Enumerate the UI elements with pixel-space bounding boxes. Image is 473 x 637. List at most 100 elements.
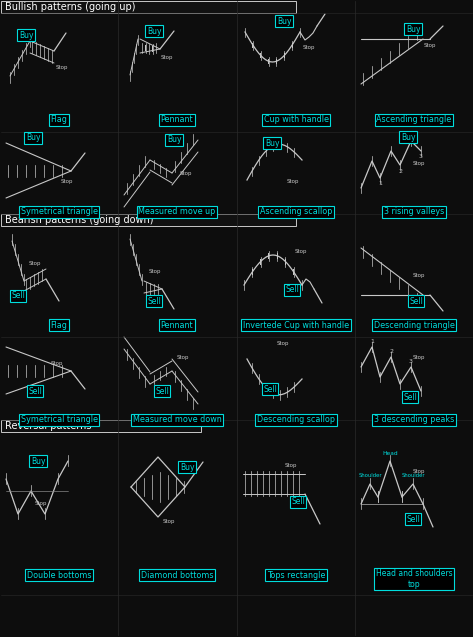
Text: Sell: Sell — [406, 515, 420, 524]
Bar — [287, 476, 288, 492]
Bar — [154, 285, 155, 292]
Text: Sell: Sell — [409, 296, 423, 306]
Bar — [411, 364, 412, 370]
Bar — [422, 500, 423, 507]
Bar — [259, 376, 260, 382]
Bar — [11, 236, 12, 243]
Bar — [277, 253, 278, 259]
Bar — [399, 280, 400, 287]
Bar — [417, 295, 418, 303]
Bar — [402, 493, 403, 500]
Text: Buy: Buy — [265, 138, 279, 148]
Bar — [298, 476, 299, 492]
Bar — [35, 43, 36, 53]
Bar — [251, 476, 252, 492]
Bar — [149, 285, 150, 293]
Text: Bearish patterns (going down): Bearish patterns (going down) — [5, 215, 154, 225]
Text: Symetrical triangle: Symetrical triangle — [20, 208, 97, 217]
Text: Stop: Stop — [413, 468, 426, 473]
Bar — [294, 384, 295, 390]
Bar — [181, 154, 182, 161]
Text: Stop: Stop — [295, 250, 307, 255]
Bar — [284, 54, 285, 59]
Text: Stop: Stop — [424, 43, 437, 48]
Text: Stop: Stop — [161, 55, 174, 59]
Bar — [156, 45, 157, 51]
Bar — [294, 150, 295, 155]
Bar — [151, 480, 152, 494]
Text: Buy: Buy — [31, 457, 45, 466]
Text: 1: 1 — [370, 339, 374, 344]
Bar — [24, 276, 25, 283]
Text: Cup with handle: Cup with handle — [263, 115, 329, 124]
Bar — [132, 176, 133, 183]
Bar — [44, 510, 45, 517]
Text: Shoulder: Shoulder — [358, 473, 382, 478]
Bar — [259, 158, 260, 163]
Text: Ascending scallop: Ascending scallop — [260, 208, 332, 217]
Bar — [377, 493, 378, 500]
Bar — [360, 500, 361, 507]
Bar — [141, 276, 142, 283]
Bar — [20, 266, 21, 273]
Bar — [391, 354, 392, 360]
Bar — [37, 274, 38, 282]
Text: Buy: Buy — [406, 24, 420, 34]
Bar — [265, 149, 266, 154]
Bar — [292, 476, 293, 492]
Text: Stop: Stop — [29, 261, 42, 266]
Text: Stop: Stop — [303, 45, 315, 50]
Text: Sell: Sell — [403, 392, 417, 401]
Text: Stop: Stop — [51, 361, 63, 366]
Bar — [260, 259, 261, 264]
Bar — [411, 138, 412, 144]
Bar — [287, 145, 288, 150]
Bar — [360, 364, 361, 370]
Bar — [181, 382, 182, 389]
Bar — [8, 366, 9, 375]
Text: Sell: Sell — [155, 387, 169, 396]
Bar — [287, 389, 288, 396]
Text: Tops rectangle: Tops rectangle — [267, 571, 325, 580]
Bar — [268, 59, 269, 64]
Bar — [362, 75, 363, 83]
Bar — [399, 45, 400, 53]
Bar — [29, 38, 30, 45]
Bar — [412, 480, 413, 487]
Bar — [276, 59, 277, 64]
Bar — [175, 482, 176, 492]
Text: Stop: Stop — [413, 355, 426, 359]
Bar — [272, 143, 273, 148]
Bar — [143, 482, 144, 492]
Text: Stop: Stop — [35, 501, 47, 506]
Bar — [9, 74, 10, 81]
Bar — [131, 65, 132, 70]
Text: Stop: Stop — [413, 161, 426, 166]
Text: Head: Head — [382, 451, 398, 456]
Text: Buy: Buy — [147, 27, 161, 36]
Bar — [132, 360, 133, 367]
Text: Double bottoms: Double bottoms — [27, 571, 91, 580]
Bar — [293, 269, 294, 275]
Bar — [253, 43, 254, 48]
Bar — [167, 480, 168, 494]
Text: 3 descending peaks: 3 descending peaks — [374, 415, 454, 424]
Text: Stop: Stop — [277, 341, 289, 347]
Bar — [58, 475, 59, 482]
Bar — [133, 56, 134, 61]
Bar — [269, 476, 270, 492]
Text: Sell: Sell — [147, 296, 161, 306]
Text: Stop: Stop — [149, 269, 161, 273]
Bar — [159, 373, 160, 378]
Bar — [369, 480, 370, 487]
Bar — [379, 175, 380, 181]
Text: Sell: Sell — [263, 385, 277, 394]
Bar — [40, 45, 41, 55]
Text: Stop: Stop — [163, 520, 175, 524]
Text: Sell: Sell — [11, 292, 25, 301]
Bar — [8, 166, 9, 175]
Bar — [154, 377, 155, 382]
Bar — [362, 248, 363, 256]
Bar — [139, 369, 140, 376]
Bar — [138, 38, 139, 43]
